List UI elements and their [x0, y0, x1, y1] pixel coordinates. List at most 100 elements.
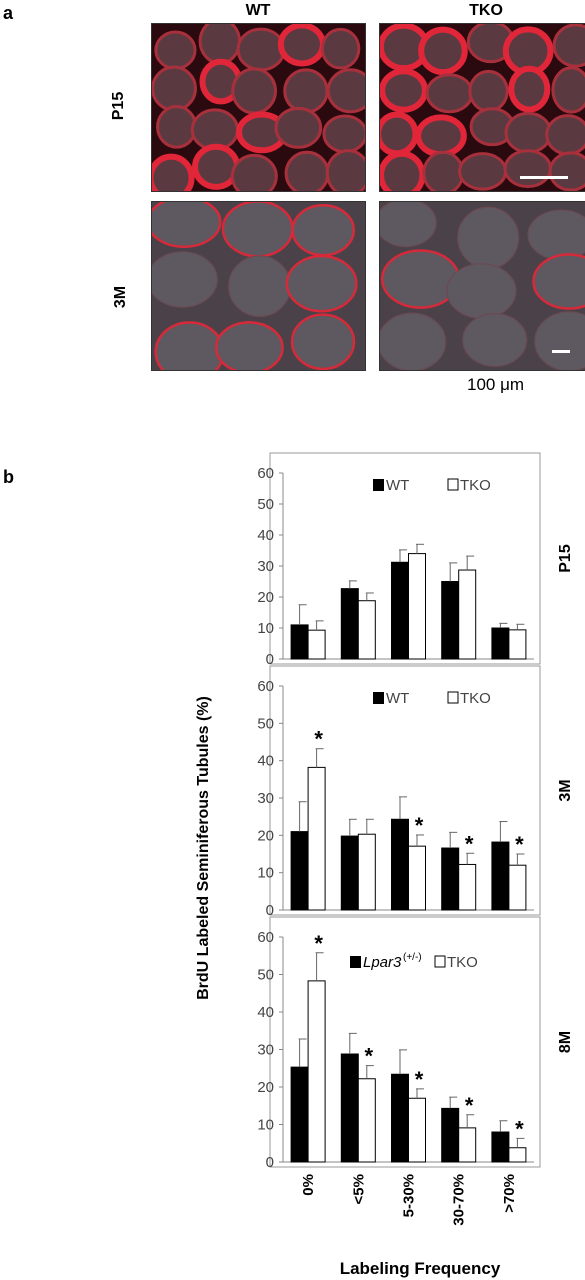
x-tick-label: 30-70%	[451, 1174, 468, 1226]
y-tick-label: 20	[257, 827, 274, 844]
tubule	[380, 312, 447, 370]
micrograph-tko-3m-image	[380, 202, 585, 370]
tubule	[548, 151, 585, 191]
tubule	[285, 254, 358, 313]
y-tick-label: 10	[257, 620, 274, 637]
bar-white	[357, 600, 376, 660]
bar-white	[508, 1147, 527, 1163]
y-tick-label: 50	[257, 967, 274, 984]
y-tick-label: 0	[266, 902, 274, 919]
bar-black	[391, 818, 409, 911]
bar-white	[408, 845, 426, 911]
micrograph-tko-3m	[379, 201, 585, 371]
legend-swatch-black	[350, 956, 361, 968]
tubule	[214, 321, 284, 370]
y-tick-label: 0	[266, 651, 274, 668]
bar-black	[340, 1053, 359, 1163]
bar-black	[290, 624, 309, 660]
legend-swatch-white	[447, 691, 459, 704]
column-label-tko: TKO	[469, 2, 503, 19]
tubule	[230, 153, 278, 191]
legend-swatch-black	[373, 692, 384, 704]
significance-star: *	[465, 831, 474, 856]
x-tick-label: <5%	[350, 1174, 367, 1204]
legend-label-1: WT	[386, 690, 409, 707]
tubule	[380, 68, 429, 113]
micrograph-tko-p15-image	[380, 24, 585, 191]
tubule	[508, 65, 551, 113]
bar-white	[508, 864, 527, 911]
tubule	[274, 106, 323, 149]
bar-black	[441, 847, 460, 911]
bar-white	[307, 766, 326, 911]
significance-star: *	[415, 813, 424, 838]
tubule	[325, 149, 365, 191]
y-tick-label: 60	[257, 465, 274, 482]
legend-label-1: Lpar3	[363, 954, 402, 971]
y-tick-label: 20	[257, 589, 274, 606]
legend-label-superscript: (+/-)	[403, 952, 422, 963]
panel-b-letter: b	[3, 467, 14, 487]
bar-black	[290, 1066, 309, 1163]
bar-black	[290, 831, 309, 911]
chart-row-label: 8M	[557, 1031, 574, 1053]
legend-label-1: WT	[386, 477, 409, 494]
significance-star: *	[515, 832, 524, 857]
micrograph-wt-p15	[151, 23, 366, 192]
y-tick-label: 0	[266, 1154, 274, 1171]
panel-a-letter: a	[3, 3, 14, 23]
significance-star: *	[365, 1044, 374, 1069]
x-tick-label: >70%	[501, 1174, 518, 1213]
legend-swatch-white	[434, 955, 446, 968]
chart-frame	[269, 452, 541, 665]
tubule	[552, 24, 585, 68]
tubule	[290, 313, 356, 370]
scale-bar-text: 100 μm	[467, 375, 525, 394]
bar-white	[357, 833, 376, 911]
legend-swatch-white	[447, 478, 459, 491]
bar-white	[508, 629, 527, 660]
y-tick-label: 30	[257, 790, 274, 807]
tubule	[152, 251, 218, 308]
y-tick-label: 30	[257, 1042, 274, 1059]
micrograph-wt-3m-image	[152, 202, 358, 370]
tubule	[152, 202, 222, 249]
chart-frame	[269, 665, 541, 916]
y-tick-label: 60	[257, 929, 274, 946]
column-label-wt: WT	[245, 2, 271, 19]
bar-black	[491, 841, 510, 911]
scale-bar	[520, 176, 568, 179]
bar-black	[340, 835, 359, 911]
bar-white	[458, 1127, 477, 1163]
y-tick-label: 30	[257, 558, 274, 575]
tubule	[418, 26, 468, 76]
bar-white	[458, 863, 477, 911]
significance-star: *	[415, 1067, 424, 1092]
x-tick-label: 0%	[300, 1174, 317, 1196]
bar-black	[340, 588, 359, 660]
tubule	[152, 153, 195, 191]
tubule	[551, 66, 585, 114]
y-tick-label: 60	[257, 678, 274, 695]
legend-label-2: TKO	[460, 690, 491, 707]
y-tick-label: 40	[257, 753, 274, 770]
legend-label-2: TKO	[460, 477, 491, 494]
tubule	[532, 253, 585, 310]
bar-black	[391, 561, 409, 660]
bar-white	[307, 629, 326, 660]
bar-black	[391, 1073, 409, 1163]
bar-black	[441, 1107, 460, 1163]
bar-white	[408, 1097, 426, 1163]
x-tick-label: 5-30%	[401, 1174, 418, 1217]
y-tick-label: 10	[257, 865, 274, 882]
significance-star: *	[314, 931, 323, 956]
chart-row-label: 3M	[557, 779, 574, 801]
bar-black	[441, 581, 460, 660]
micrograph-wt-p15-image	[152, 24, 365, 191]
legend-label-2: TKO	[447, 954, 478, 971]
tubule	[380, 202, 437, 248]
micrograph-wt-3m	[151, 201, 366, 371]
significance-star: *	[515, 1116, 524, 1141]
significance-star: *	[314, 727, 323, 752]
